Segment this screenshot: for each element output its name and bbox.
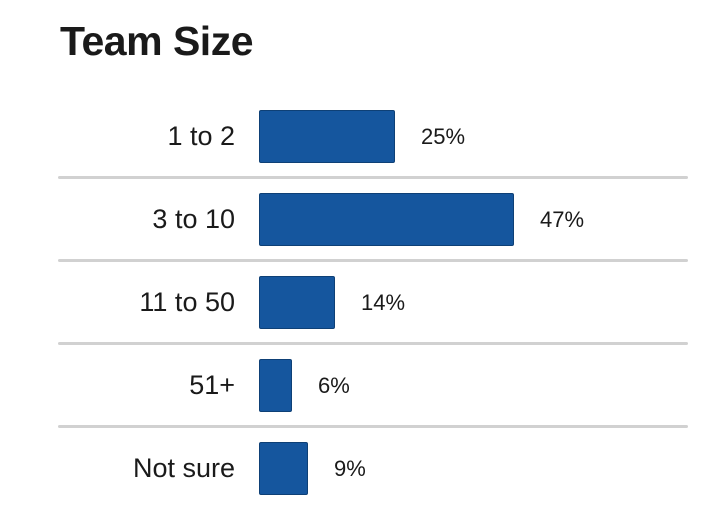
bar-row: 3 to 10 47% bbox=[58, 178, 688, 261]
category-label: 51+ bbox=[189, 370, 235, 400]
chart-title: Team Size bbox=[60, 18, 254, 64]
bar bbox=[259, 110, 395, 163]
bar bbox=[259, 442, 308, 495]
bar bbox=[259, 193, 514, 246]
category-label: Not sure bbox=[132, 453, 235, 483]
value-label: 47% bbox=[540, 206, 585, 232]
row-separator bbox=[58, 425, 688, 428]
row-separator bbox=[58, 176, 688, 179]
bar-chart: 1 to 2 25% 3 to 10 47% 11 to 50 14% 51+ … bbox=[0, 95, 720, 510]
row-separator bbox=[58, 342, 688, 345]
value-label: 25% bbox=[421, 123, 466, 149]
value-label: 9% bbox=[334, 455, 366, 481]
bar-row: 51+ 6% bbox=[58, 344, 688, 427]
value-label: 6% bbox=[318, 372, 350, 398]
bar bbox=[259, 276, 335, 329]
value-label: 14% bbox=[361, 289, 406, 315]
category-label: 11 to 50 bbox=[139, 287, 235, 317]
row-separator bbox=[58, 259, 688, 262]
category-label: 1 to 2 bbox=[167, 121, 235, 151]
bar-row: 11 to 50 14% bbox=[58, 261, 688, 344]
bar-row: 1 to 2 25% bbox=[58, 95, 688, 178]
bar-row: Not sure 9% bbox=[58, 427, 688, 510]
bar bbox=[259, 359, 292, 412]
category-label: 3 to 10 bbox=[152, 204, 235, 234]
